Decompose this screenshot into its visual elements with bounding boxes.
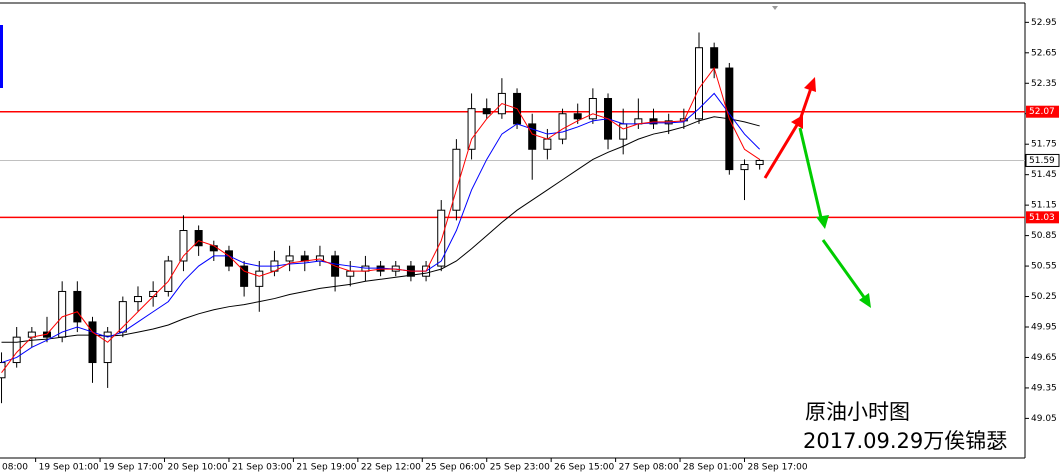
- moving-average: [1, 66, 760, 373]
- y-tick-label: 51.45: [1031, 170, 1057, 180]
- candle-body: [482, 108, 491, 115]
- green-arrow: [798, 127, 824, 223]
- candle-body: [619, 123, 628, 140]
- candle-body: [88, 321, 97, 364]
- y-tick-label: 49.35: [1031, 383, 1057, 393]
- axis-labels: 49.05 49.35 49.65 49.95 50.25 50.55 50.85 51.15…: [2, 18, 1060, 473]
- candle-body: [133, 296, 142, 303]
- candle-body: [179, 230, 188, 262]
- candle-body: [755, 159, 764, 166]
- y-tick-label: 50.55: [1031, 262, 1057, 272]
- y-tick-label: 50.85: [1031, 231, 1057, 241]
- current-price-box: [1025, 153, 1060, 167]
- x-tick-label: 27 Sep 08:00: [619, 463, 679, 473]
- y-tick-label: 52.95: [1031, 18, 1057, 28]
- candle-body: [437, 209, 446, 267]
- candle-body: [209, 245, 218, 252]
- candle-body: [346, 270, 355, 277]
- x-tick-label: 25 Sep 06:00: [425, 463, 485, 473]
- candle-body: [164, 260, 173, 292]
- arrow-head: [816, 215, 829, 229]
- x-tick-label: 19 Sep 17:00: [103, 463, 163, 473]
- arrow-head: [804, 77, 816, 92]
- candle-body: [528, 123, 537, 150]
- annotation: 原油小时图: [805, 400, 910, 424]
- y-tick-label: 50.25: [1031, 292, 1057, 302]
- plot-area: [0, 32, 1025, 404]
- x-tick-label: 25 Sep 23:00: [490, 463, 550, 473]
- level-label-box: [1026, 105, 1059, 118]
- y-tick-label: 49.05: [1031, 414, 1057, 424]
- x-tick-label: 26 Sep 15:00: [554, 463, 614, 473]
- candle-body: [103, 331, 112, 364]
- candle-body: [543, 138, 552, 150]
- green-arrow: [821, 239, 868, 301]
- y-tick-label: 49.65: [1031, 353, 1057, 363]
- candle-body: [240, 265, 249, 287]
- x-tick-label: 20 Sep 10:00: [168, 463, 228, 473]
- shift-marker: [772, 6, 778, 10]
- y-tick-label: 52.65: [1031, 48, 1057, 58]
- x-tick-label: 28 Sep 01:00: [683, 463, 743, 473]
- candle-body: [73, 290, 82, 323]
- current-price-label: 51.59: [1029, 156, 1055, 166]
- red-arrow: [798, 87, 813, 121]
- candle-body: [740, 164, 749, 171]
- level-label: 52.07: [1029, 107, 1055, 117]
- arrow-head: [859, 293, 871, 308]
- x-tick-label: 28 Sep 17:00: [747, 463, 807, 473]
- candle-body: [558, 113, 567, 140]
- candle-body: [452, 148, 461, 211]
- candle-body: [710, 47, 719, 69]
- candle-body: [588, 98, 597, 120]
- level-label: 51.03: [1029, 213, 1055, 223]
- candle-body: [12, 336, 21, 364]
- x-tick-label: 21 Sep 19:00: [296, 463, 356, 473]
- x-tick-label: 21 Sep 03:00: [232, 463, 292, 473]
- y-tick-label: 51.75: [1031, 140, 1057, 150]
- indicator-bar: [0, 25, 3, 88]
- candle-body: [0, 362, 6, 379]
- candle-body: [285, 255, 294, 262]
- candle-body: [255, 270, 264, 287]
- moving-average: [1, 92, 761, 364]
- x-tick-label: 08:00: [2, 463, 28, 473]
- red-arrow: [763, 119, 802, 179]
- axes: [0, 2, 1029, 462]
- y-tick-label: 52.35: [1031, 79, 1057, 89]
- x-tick-label: 19 Sep 01:00: [39, 463, 99, 473]
- candle-body: [467, 108, 476, 150]
- annotation: 2017.09.29万俟锦瑟: [803, 429, 1007, 453]
- y-tick-label: 49.95: [1031, 322, 1057, 332]
- candle-body: [194, 230, 203, 247]
- forecast-arrows: [763, 77, 871, 308]
- candle-body: [224, 250, 233, 267]
- moving-average: [1, 116, 760, 343]
- level-label-box: [1026, 211, 1059, 224]
- candle-body: [649, 118, 658, 125]
- candle-body: [573, 113, 582, 120]
- y-tick-label: 51.15: [1031, 201, 1057, 211]
- candle-body: [58, 290, 67, 338]
- x-tick-label: 22 Sep 12:00: [361, 463, 421, 473]
